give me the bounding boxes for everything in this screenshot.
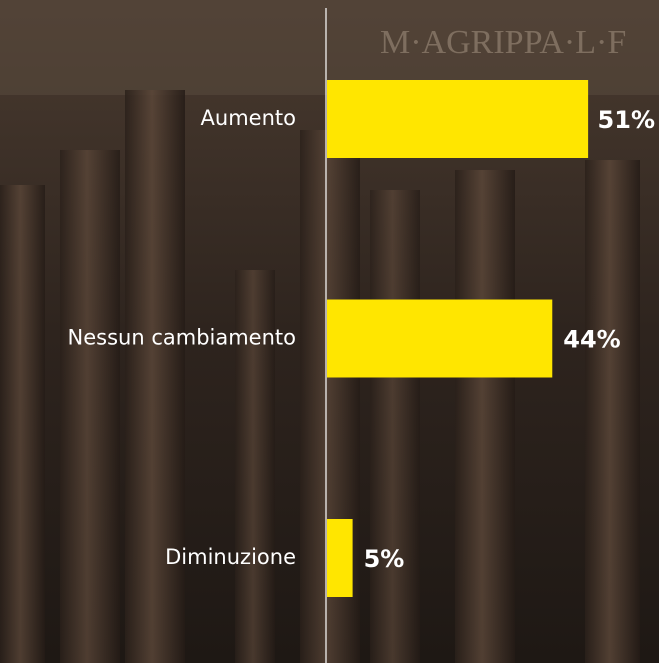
chart: M·AGRIPPA·L·F Aumento 51% Nessun cambiamen…: [0, 0, 659, 663]
category-label: Nessun cambiamento: [68, 326, 296, 350]
page: {"chart_data": {"type": "bar", "orientat…: [0, 0, 659, 663]
svg-text:M·AGRIPPA·L·F: M·AGRIPPA·L·F: [380, 24, 626, 61]
category-label: Aumento: [201, 106, 296, 130]
value-label: 44%: [563, 326, 620, 354]
bar: [327, 519, 353, 597]
bar: [327, 80, 588, 158]
category-label: Diminuzione: [165, 545, 296, 569]
value-label: 51%: [598, 106, 655, 134]
bar: [327, 300, 552, 378]
value-label: 5%: [364, 545, 405, 573]
